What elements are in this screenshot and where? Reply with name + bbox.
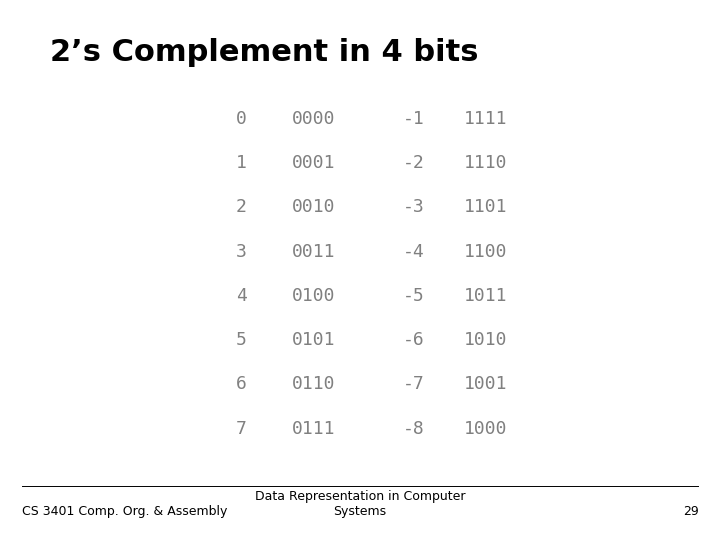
Text: -2: -2 [403, 154, 425, 172]
Text: CS 3401 Comp. Org. & Assembly: CS 3401 Comp. Org. & Assembly [22, 505, 227, 518]
Text: -6: -6 [403, 331, 425, 349]
Text: 0010: 0010 [292, 198, 335, 217]
Text: 5: 5 [235, 331, 247, 349]
Text: 0111: 0111 [292, 420, 335, 438]
Text: 0: 0 [235, 110, 247, 128]
Text: 1100: 1100 [464, 242, 508, 261]
Text: 3: 3 [235, 242, 247, 261]
Text: 2’s Complement in 4 bits: 2’s Complement in 4 bits [50, 38, 479, 67]
Text: 1110: 1110 [464, 154, 508, 172]
Text: -3: -3 [403, 198, 425, 217]
Text: 4: 4 [235, 287, 247, 305]
Text: 0001: 0001 [292, 154, 335, 172]
Text: 1001: 1001 [464, 375, 508, 394]
Text: 1101: 1101 [464, 198, 508, 217]
Text: Data Representation in Computer
Systems: Data Representation in Computer Systems [255, 490, 465, 518]
Text: 0011: 0011 [292, 242, 335, 261]
Text: -4: -4 [403, 242, 425, 261]
Text: 0000: 0000 [292, 110, 335, 128]
Text: 7: 7 [235, 420, 247, 438]
Text: 0110: 0110 [292, 375, 335, 394]
Text: 1111: 1111 [464, 110, 508, 128]
Text: 1010: 1010 [464, 331, 508, 349]
Text: -5: -5 [403, 287, 425, 305]
Text: -1: -1 [403, 110, 425, 128]
Text: -8: -8 [403, 420, 425, 438]
Text: 0100: 0100 [292, 287, 335, 305]
Text: 0101: 0101 [292, 331, 335, 349]
Text: -7: -7 [403, 375, 425, 394]
Text: 6: 6 [235, 375, 247, 394]
Text: 29: 29 [683, 505, 698, 518]
Text: 2: 2 [235, 198, 247, 217]
Text: 1: 1 [235, 154, 247, 172]
Text: 1000: 1000 [464, 420, 508, 438]
Text: 1011: 1011 [464, 287, 508, 305]
